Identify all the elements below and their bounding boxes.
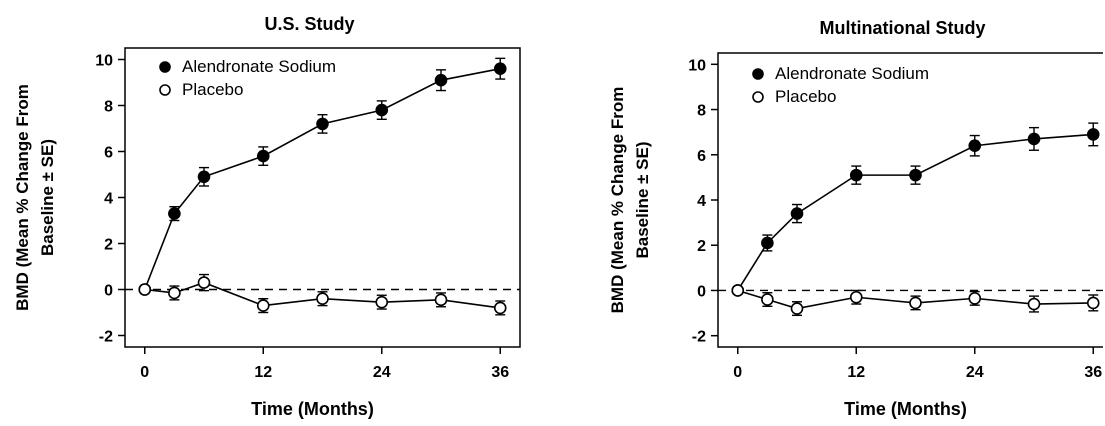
y-tick-label: -2 xyxy=(99,329,113,346)
y-tick-label: 0 xyxy=(697,283,706,300)
x-tick-label: 0 xyxy=(140,364,149,381)
y-axis-label-line-1: BMD (Mean % Change From xyxy=(608,87,627,314)
data-point xyxy=(256,299,270,312)
x-tick-label: 36 xyxy=(491,364,509,381)
series-line xyxy=(737,133,1094,291)
legend-marker xyxy=(752,68,764,80)
y-tick-label: -2 xyxy=(692,329,706,346)
x-tick-label: 12 xyxy=(847,364,865,381)
data-point xyxy=(761,236,774,250)
series-line xyxy=(144,67,501,290)
data-point xyxy=(849,290,863,304)
data-point xyxy=(849,168,863,182)
data-point xyxy=(790,207,804,220)
data-point xyxy=(909,168,922,182)
y-tick-label: 4 xyxy=(104,191,113,208)
data-point xyxy=(197,170,211,184)
data-point xyxy=(375,103,389,117)
y-tick-label: 4 xyxy=(697,193,706,210)
data-point xyxy=(790,302,804,315)
data-point xyxy=(1027,132,1041,146)
legend-label: Alendronate Sodium xyxy=(775,64,929,83)
y-tick-label: 10 xyxy=(688,57,706,74)
legend-label: Placebo xyxy=(182,80,243,99)
x-tick-label: 36 xyxy=(1084,364,1102,381)
data-point xyxy=(256,149,270,163)
x-axis-label: Time (Months) xyxy=(251,399,374,419)
data-point xyxy=(1086,296,1100,310)
data-point xyxy=(168,207,181,220)
legend-marker xyxy=(159,84,171,96)
data-point xyxy=(493,62,507,75)
chart-title: Multinational Study xyxy=(820,18,986,38)
y-tick-label: 6 xyxy=(697,148,706,165)
legend-marker xyxy=(752,91,764,103)
series-2 xyxy=(731,284,1100,317)
data-point xyxy=(1027,297,1041,311)
y-tick-label: 8 xyxy=(104,99,113,116)
chart-title: U.S. Study xyxy=(264,14,354,34)
y-tick-label: 8 xyxy=(697,103,706,120)
chart-panel-2: Multinational Study BMD (Mean % Change Fr… xyxy=(608,18,1103,419)
chart-panel-1: U.S. Study BMD (Mean % Change From Baselin… xyxy=(13,14,521,419)
y-tick-label: 2 xyxy=(697,238,706,255)
y-tick-label: 10 xyxy=(95,53,113,70)
data-point xyxy=(968,139,982,153)
legend-label: Placebo xyxy=(775,87,836,106)
x-tick-label: 12 xyxy=(254,364,272,381)
data-point xyxy=(968,292,982,305)
x-axis-label: Time (Months) xyxy=(844,399,967,419)
data-point xyxy=(138,283,152,296)
data-point xyxy=(197,276,211,289)
x-tick-label: 24 xyxy=(373,364,391,381)
data-point xyxy=(909,296,922,310)
y-tick-label: 2 xyxy=(104,237,113,254)
data-point xyxy=(316,117,329,131)
x-tick-label: 0 xyxy=(733,364,742,381)
y-axis-label-line-2: Baseline ± SE) xyxy=(633,141,652,258)
y-axis-label-line-2: Baseline ± SE) xyxy=(38,139,57,256)
data-point xyxy=(316,292,329,306)
y-tick-label: 0 xyxy=(104,283,113,300)
data-point xyxy=(493,301,507,315)
y-tick-label: 6 xyxy=(104,145,113,162)
data-point xyxy=(168,286,181,300)
series-1 xyxy=(731,122,1100,297)
legend-marker xyxy=(159,61,171,73)
data-point xyxy=(434,73,448,87)
series-2 xyxy=(138,273,507,316)
y-axis-label-line-1: BMD (Mean % Change From xyxy=(13,84,32,311)
data-point xyxy=(1086,128,1100,141)
data-point xyxy=(761,293,774,306)
data-point xyxy=(434,293,448,307)
x-tick-label: 24 xyxy=(966,364,984,381)
legend-label: Alendronate Sodium xyxy=(182,57,336,76)
data-point xyxy=(731,284,745,297)
data-point xyxy=(375,295,389,309)
